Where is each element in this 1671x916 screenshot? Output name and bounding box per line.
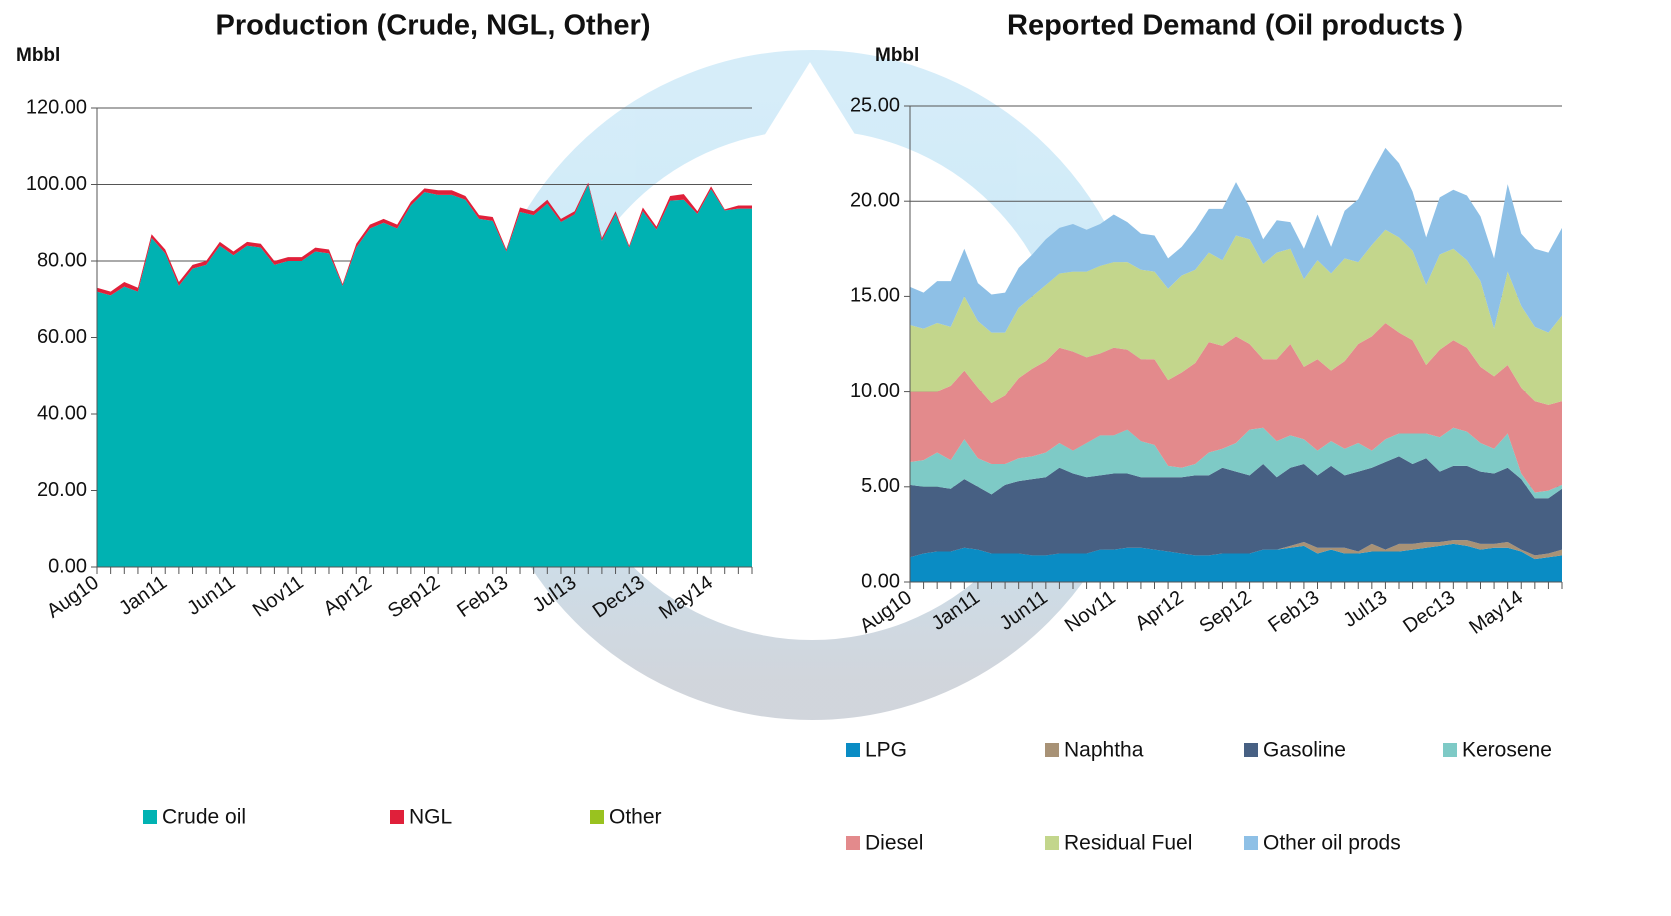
dashboard: Production (Crude, NGL, Other) Mbbl 0.00 20… (0, 0, 1671, 916)
chart-title: Production (Crude, NGL, Other) (216, 10, 651, 42)
y-tick-label: 120.00 (26, 96, 87, 118)
legend-label: Diesel (865, 832, 923, 855)
x-tick-label: Feb13 (453, 571, 512, 622)
legend-label: Gasoline (1263, 739, 1346, 762)
legend-swatch (1443, 743, 1457, 757)
x-tick-label: Jul13 (1340, 586, 1392, 631)
legend-swatch (1045, 743, 1059, 757)
x-tick-label: Dec13 (1399, 586, 1459, 637)
y-tick-label: 80.00 (37, 249, 87, 271)
legend-swatch (143, 810, 157, 824)
y-tick-label: 100.00 (26, 173, 87, 195)
x-tick-label: May14 (1465, 586, 1527, 638)
legend-swatch (846, 836, 860, 850)
y-tick-label: 60.00 (37, 326, 87, 348)
y-tick-label: 25.00 (850, 94, 900, 116)
legend-swatch (1045, 836, 1059, 850)
legend-label: Kerosene (1462, 739, 1552, 762)
x-tick-label: Feb13 (1264, 586, 1323, 637)
legend-label: Residual Fuel (1064, 832, 1192, 855)
legend-swatch (1244, 836, 1258, 850)
x-tick-label: Sep12 (1195, 586, 1255, 637)
y-tick-label: 20.00 (37, 479, 87, 501)
x-tick-label: Aug10 (43, 571, 103, 622)
y-tick-label: 10.00 (850, 380, 900, 402)
legend-label: Other (609, 806, 662, 829)
legend-label: Crude oil (162, 806, 246, 829)
y-tick-label: 0.00 (48, 555, 87, 577)
x-tick-label: Apr12 (319, 571, 375, 620)
y-tick-label: 20.00 (850, 189, 900, 211)
x-tick-label: Jun11 (183, 571, 239, 619)
y-axis-label: Mbbl (16, 45, 60, 66)
x-tick-label: Sep12 (384, 571, 444, 622)
y-axis-label: Mbbl (875, 45, 919, 66)
legend-label: NGL (409, 806, 452, 829)
x-tick-label: Jan11 (115, 571, 171, 619)
legend-swatch (846, 743, 860, 757)
legend-label: Other oil prods (1263, 832, 1401, 855)
chart-title: Reported Demand (Oil products ) (1007, 10, 1463, 42)
legend-swatch (1244, 743, 1258, 757)
legend-label: Naphtha (1064, 739, 1144, 762)
area (97, 185, 752, 568)
y-tick-label: 5.00 (861, 475, 900, 497)
x-tick-label: Apr12 (1131, 586, 1187, 635)
y-tick-label: 15.00 (850, 285, 900, 307)
legend-swatch (390, 810, 404, 824)
legend-swatch (590, 810, 604, 824)
y-tick-label: 40.00 (37, 402, 87, 424)
y-tick-label: 0.00 (861, 570, 900, 592)
legend-label: LPG (865, 739, 907, 762)
x-tick-label: Nov11 (249, 571, 308, 621)
